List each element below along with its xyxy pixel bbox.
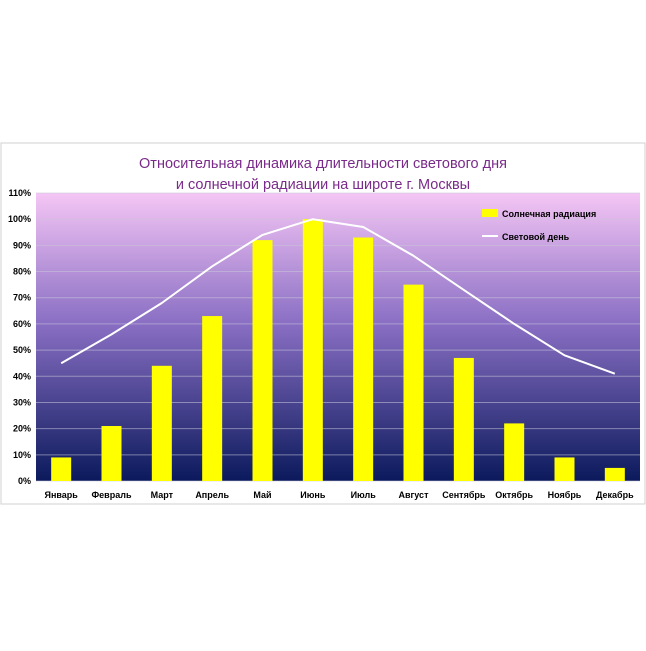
x-tick-label: Апрель	[195, 490, 229, 500]
bar	[453, 357, 474, 481]
y-tick-label: 80%	[13, 267, 31, 277]
x-tick-label: Июль	[351, 490, 377, 500]
bar	[302, 219, 323, 481]
bar-series	[51, 219, 625, 481]
x-tick-label: Январь	[44, 490, 78, 500]
y-tick-label: 90%	[13, 240, 31, 250]
legend-label-radiation: Солнечная радиация	[502, 209, 596, 219]
gridlines	[36, 192, 640, 482]
bar	[604, 467, 625, 481]
y-tick-label: 100%	[8, 214, 31, 224]
legend-swatch-radiation	[482, 209, 498, 217]
x-tick-label: Октябрь	[495, 490, 533, 500]
daylight-line	[60, 218, 616, 375]
bar	[151, 365, 172, 481]
bar	[353, 237, 374, 481]
y-tick-label: 60%	[13, 319, 31, 329]
x-tick-label: Март	[151, 490, 174, 500]
line-series	[60, 218, 616, 375]
bar	[554, 457, 575, 481]
y-axis-ticks: 0% 10% 20% 30% 40% 50% 60% 70% 80% 90% 100% 110%	[8, 188, 31, 486]
x-tick-label: Февраль	[92, 490, 132, 500]
bar	[252, 240, 273, 481]
x-tick-label: Август	[399, 490, 430, 500]
x-tick-label: Ноябрь	[548, 490, 582, 500]
chart-title-line1: Относительная динамика длительности свет…	[139, 156, 507, 172]
y-tick-label: 0%	[18, 476, 31, 486]
bar	[51, 457, 72, 481]
y-tick-label: 10%	[13, 450, 31, 460]
y-tick-label: 30%	[13, 397, 31, 407]
y-tick-label: 40%	[13, 371, 31, 381]
x-axis-ticks: Январь Февраль Март Апрель Май Июнь Июль Август…	[44, 490, 634, 500]
x-tick-label: Сентябрь	[442, 490, 486, 500]
chart-title-line2: и солнечной радиации на широте г. Москвы	[176, 177, 470, 193]
legend-label-daylight: Световой день	[502, 232, 570, 242]
x-tick-label: Май	[253, 490, 271, 500]
y-tick-label: 20%	[13, 424, 31, 434]
bar	[504, 423, 525, 481]
x-tick-label: Июнь	[300, 490, 326, 500]
y-tick-label: 110%	[8, 188, 31, 198]
bar	[403, 284, 424, 481]
bar	[202, 316, 223, 481]
bar	[101, 426, 122, 481]
plot-area	[36, 193, 640, 481]
x-tick-label: Декабрь	[596, 490, 634, 500]
y-tick-label: 50%	[13, 345, 31, 355]
y-tick-label: 70%	[13, 293, 31, 303]
legend: Солнечная радиация Световой день	[482, 209, 596, 242]
